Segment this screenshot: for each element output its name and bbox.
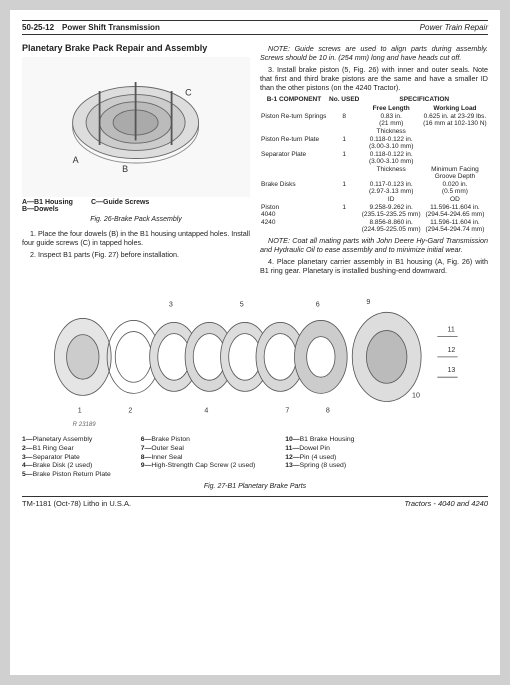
svg-text:4: 4: [204, 407, 208, 415]
figure-26: A B C: [22, 57, 250, 197]
fig27-caption: Fig. 27-B1 Planetary Brake Parts: [22, 483, 488, 490]
page-title: Planetary Brake Pack Repair and Assembly: [22, 43, 250, 53]
svg-text:7: 7: [285, 407, 289, 415]
header-bar: 50-25-12 Power Shift Transmission Power T…: [22, 20, 488, 35]
svg-text:8: 8: [326, 407, 330, 415]
note-2: NOTE: Coat all mating parts with John De…: [260, 236, 488, 254]
svg-text:R 23189: R 23189: [73, 422, 97, 428]
step-3: 3. Install brake piston (5, Fig. 26) wit…: [260, 65, 488, 92]
svg-text:B: B: [123, 164, 129, 174]
svg-text:13: 13: [447, 366, 455, 374]
step-4: 4. Place planetary carrier assembly in B…: [260, 257, 488, 275]
fig26-labels: A—B1 HousingB—Dowels C—Guide Screws: [22, 199, 250, 213]
figure-27: 123 456 789 10111213 R 23189: [22, 282, 488, 432]
svg-text:2: 2: [128, 407, 132, 415]
parts-list: 1—Planetary Assembly2—B1 Ring Gear3—Sepa…: [22, 436, 488, 480]
footer-right: Tractors - 4040 and 4240: [404, 499, 488, 508]
svg-text:3: 3: [169, 300, 173, 308]
step-2: 2. Inspect B1 parts (Fig. 27) before ins…: [22, 250, 250, 259]
svg-text:10: 10: [412, 392, 420, 400]
page-number: 50-25-12: [22, 23, 54, 32]
svg-text:5: 5: [240, 300, 244, 308]
footer-bar: TM-1181 (Oct-78) Litho in U.S.A. Tractor…: [22, 496, 488, 508]
section-title: Power Shift Transmission: [62, 23, 160, 32]
svg-text:6: 6: [316, 300, 320, 308]
fig26-caption: Fig. 26-Brake Pack Assembly: [22, 216, 250, 223]
step-1: 1. Place the four dowels (B) in the B1 h…: [22, 229, 250, 247]
spec-table: B-1 COMPONENTNo. USEDSPECIFICATION Free …: [260, 95, 488, 233]
svg-text:11: 11: [447, 326, 454, 334]
svg-text:1: 1: [78, 407, 82, 415]
svg-text:A: A: [73, 155, 79, 165]
svg-text:9: 9: [366, 298, 370, 306]
svg-text:12: 12: [447, 346, 455, 354]
header-right: Power Train Repair: [420, 23, 488, 32]
note-1: NOTE: Guide screws are used to align par…: [260, 44, 488, 62]
footer-left: TM-1181 (Oct-78) Litho in U.S.A.: [22, 499, 131, 508]
svg-text:C: C: [186, 88, 193, 98]
